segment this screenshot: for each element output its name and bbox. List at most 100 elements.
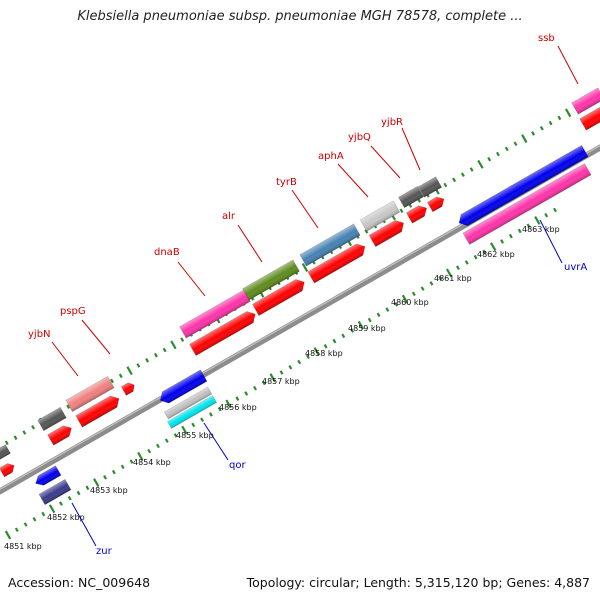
- inner-tick: [438, 275, 443, 281]
- cds-aphA[interactable]: [368, 217, 407, 247]
- feature-grey[interactable]: [37, 406, 67, 432]
- inner-tick: [401, 294, 409, 304]
- feature-left-edge[interactable]: [0, 444, 11, 462]
- inner-tick: [508, 233, 513, 239]
- gene-box-zur-blue[interactable]: [33, 465, 62, 488]
- gene-box-qor-grey[interactable]: [163, 386, 213, 420]
- gene-label-yjbR[interactable]: yjbR: [381, 117, 421, 171]
- outer-tick: [66, 404, 71, 410]
- outer-tick: [531, 131, 536, 136]
- kbp-label: 4851 kbp: [4, 542, 42, 551]
- inner-tick: [67, 496, 72, 501]
- inner-tick: [482, 249, 487, 255]
- inner-tick: [526, 223, 531, 229]
- inner-tick: [48, 504, 56, 514]
- inner-tick: [253, 385, 257, 391]
- cds-yjbQ[interactable]: [405, 203, 429, 224]
- svg-text:tyrB: tyrB: [276, 177, 297, 188]
- cds-alr[interactable]: [252, 276, 307, 316]
- outer-tick: [136, 363, 141, 368]
- cds-left-edge[interactable]: [0, 461, 17, 478]
- gene-label-qor[interactable]: qor: [203, 422, 246, 471]
- cds-ssb[interactable]: [579, 104, 600, 131]
- svg-text:yjbN: yjbN: [28, 329, 51, 340]
- inner-tick: [137, 451, 144, 461]
- gene-box-tyrB[interactable]: [299, 223, 361, 267]
- gene-box-zur[interactable]: [38, 478, 72, 506]
- inner-tick: [103, 475, 107, 480]
- cds-pspG[interactable]: [75, 393, 122, 428]
- gene-label-dnaB[interactable]: dnaB: [154, 247, 206, 297]
- outer-tick: [548, 120, 553, 126]
- outer-tick: [452, 177, 457, 183]
- inner-tick: [244, 391, 249, 396]
- gene-box-alr[interactable]: [242, 259, 300, 301]
- inner-tick: [279, 370, 284, 375]
- gene-box-uvrA-blue[interactable]: [456, 144, 589, 228]
- gene-label-aphA[interactable]: aphA: [318, 151, 369, 198]
- gene-label-yjbQ[interactable]: yjbQ: [348, 132, 401, 179]
- gene-box-yjbR[interactable]: [417, 176, 443, 198]
- inner-tick: [111, 469, 116, 475]
- gene-label-uvrA[interactable]: uvrA: [539, 219, 587, 273]
- gene-box-pspG[interactable]: [65, 376, 115, 412]
- kbp-scale-labels: 4851 kbp 4852 kbp 4853 kbp 4854 kbp 4855 kbp…: [4, 225, 560, 551]
- outer-tick: [477, 159, 484, 169]
- inner-tick: [235, 396, 240, 401]
- outer-tick: [180, 337, 185, 342]
- genome-summary-text: Topology: circular; Length: 5,315,120 bp…: [246, 575, 590, 590]
- kbp-label: 4852 kbp: [47, 513, 85, 522]
- cds-grey[interactable]: [47, 423, 75, 446]
- inner-tick: [350, 328, 355, 333]
- gene-labels[interactable]: yjbN pspG dnaB alr tyrB aphA yjbQ yjbR ssb zur qor…: [28, 33, 587, 557]
- inner-tick: [32, 516, 37, 522]
- outer-tick: [153, 352, 158, 358]
- gene-box-aphA[interactable]: [359, 200, 401, 232]
- kbp-label: 4858 kbp: [305, 349, 343, 358]
- inner-tick: [41, 511, 46, 517]
- gene-label-tyrB[interactable]: tyrB: [276, 177, 319, 229]
- inner-tick: [93, 478, 100, 488]
- outer-tick: [170, 340, 177, 350]
- svg-text:uvrA: uvrA: [564, 262, 587, 273]
- outer-tick: [496, 151, 500, 157]
- outer-tick: [399, 208, 404, 214]
- gene-box-uvrA[interactable]: [462, 163, 592, 245]
- inner-tick: [85, 485, 90, 491]
- gene-label-ssb[interactable]: ssb: [538, 33, 579, 85]
- cds-tyrB[interactable]: [307, 241, 368, 284]
- gene-label-zur[interactable]: zur: [71, 502, 113, 557]
- gene-label-pspG[interactable]: pspG: [60, 306, 111, 355]
- feature-layer[interactable]: [0, 87, 600, 506]
- svg-text:qor: qor: [229, 460, 246, 471]
- gene-label-yjbN[interactable]: yjbN: [28, 329, 79, 377]
- outer-tick: [126, 366, 133, 376]
- map-title: Klebsiella pneumoniae subsp. pneumoniae …: [77, 9, 523, 24]
- outer-tick: [564, 108, 572, 118]
- inner-tick: [323, 344, 328, 349]
- gene-box-qor-blue[interactable]: [157, 369, 208, 406]
- inner-tick: [173, 433, 178, 438]
- gene-label-alr[interactable]: alr: [222, 211, 263, 263]
- inner-tick: [306, 354, 310, 360]
- inner-tick: [313, 347, 320, 356]
- kbp-label: 4854 kbp: [133, 458, 171, 467]
- cds-yjbR[interactable]: [426, 194, 446, 213]
- gene-box-dnaB[interactable]: [179, 289, 251, 339]
- gene-box-qor[interactable]: [167, 395, 217, 429]
- outer-tick: [110, 378, 114, 384]
- inner-tick: [534, 216, 541, 225]
- inner-tick: [200, 417, 205, 422]
- inner-tick: [269, 373, 276, 383]
- gene-box-yjbQ[interactable]: [398, 185, 424, 209]
- inner-tick: [297, 359, 302, 365]
- cds-small[interactable]: [120, 381, 136, 396]
- inner-tick: [191, 422, 196, 428]
- outer-tick: [539, 125, 544, 131]
- outer-tick: [145, 358, 150, 363]
- inner-tick: [120, 464, 125, 470]
- inner-tick: [376, 312, 381, 318]
- gene-box-ssb[interactable]: [571, 87, 600, 115]
- cds-dnaB[interactable]: [189, 308, 259, 356]
